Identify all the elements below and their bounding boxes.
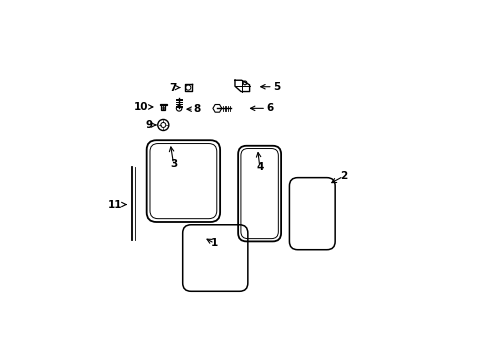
Text: 3: 3: [169, 159, 177, 169]
Text: 2: 2: [339, 171, 346, 181]
Bar: [160, 104, 166, 105]
Text: 1: 1: [210, 238, 218, 248]
Text: 11: 11: [108, 199, 122, 210]
Text: 4: 4: [256, 162, 263, 172]
Bar: [161, 105, 165, 110]
Text: 9: 9: [145, 120, 153, 130]
Text: 10: 10: [133, 102, 148, 112]
Text: 7: 7: [169, 82, 177, 93]
Text: 8: 8: [193, 104, 201, 114]
Text: 6: 6: [265, 103, 273, 113]
Text: 5: 5: [272, 82, 280, 92]
